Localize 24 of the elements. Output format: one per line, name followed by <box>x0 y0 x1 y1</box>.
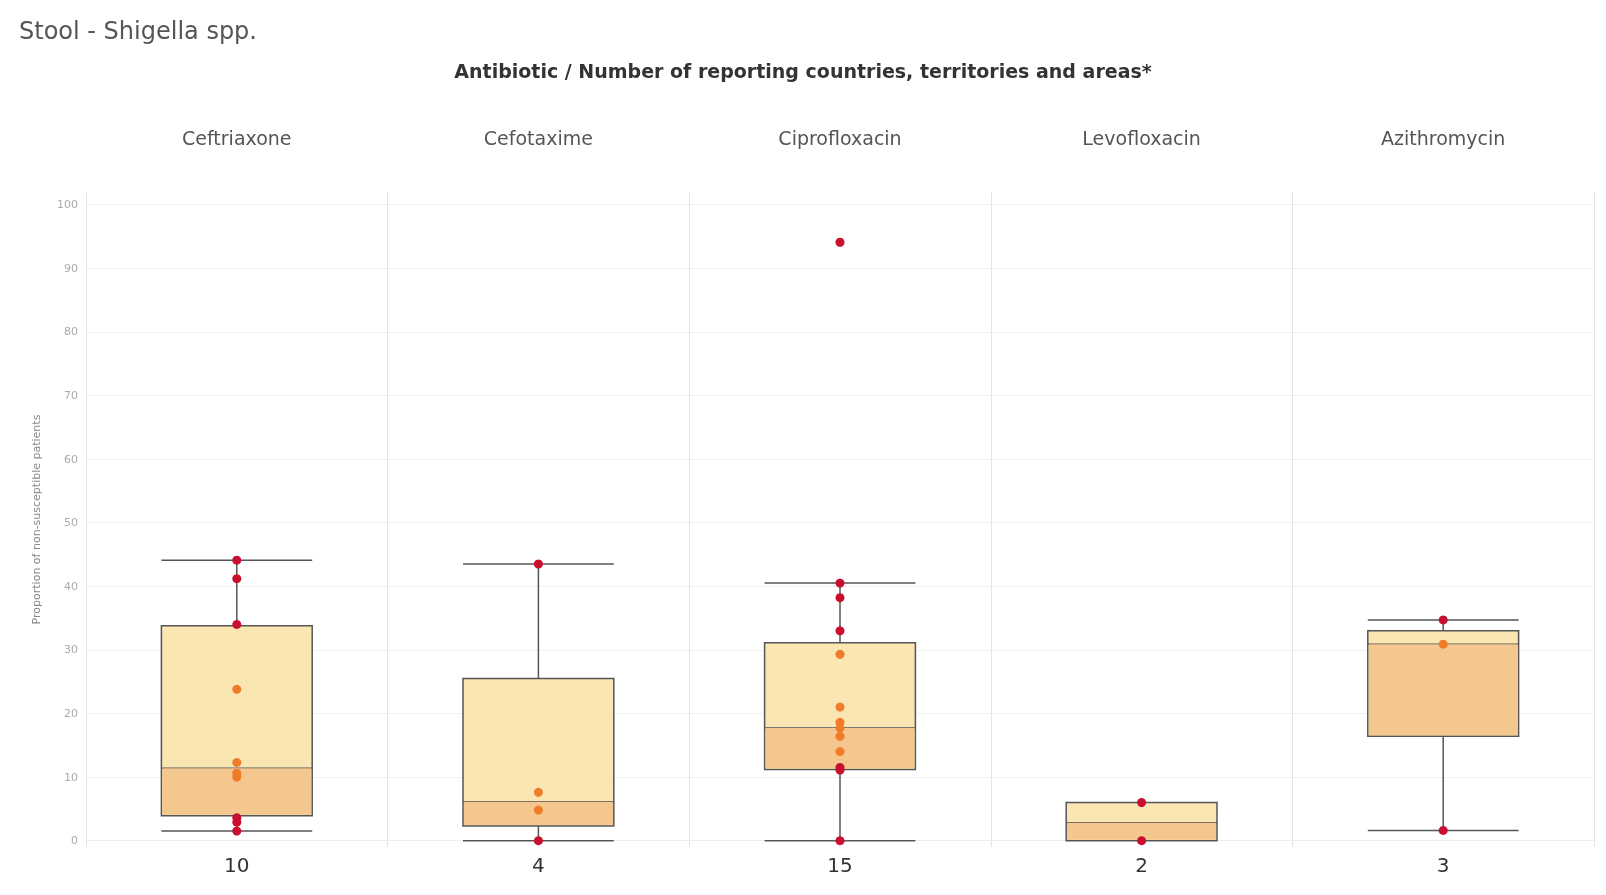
x-axis-title: Antibiotic / Number of reporting countries, territories and areas* <box>454 59 1152 82</box>
y-tick-label: 100 <box>57 198 78 212</box>
y-axis-title: Proportion of non-susceptible patients <box>30 414 43 625</box>
x-tick-label: Ciprofloxacin <box>778 126 902 149</box>
y-tick-label: 90 <box>64 261 78 275</box>
y-tick-label: 30 <box>64 643 78 657</box>
y-tick-label: 60 <box>64 452 78 466</box>
y-tick-label: 80 <box>64 325 78 339</box>
y-tick-label: 40 <box>64 579 78 593</box>
chart-title: Stool - Shigella spp. <box>19 17 257 45</box>
text: 15 <box>827 853 853 877</box>
text: 10 <box>224 853 250 877</box>
text: 2 <box>1135 853 1148 877</box>
y-tick-label: 0 <box>71 834 78 848</box>
text: 4 <box>532 853 545 877</box>
y-tick-label: 10 <box>64 770 78 784</box>
x-tick-label: Ceftriaxone <box>182 126 292 149</box>
text: 3 <box>1436 853 1450 877</box>
y-tick-label: 20 <box>64 706 78 720</box>
y-tick-label: 70 <box>64 389 78 402</box>
x-tick-label: Cefotaxime <box>483 126 593 149</box>
x-tick-label: Azithromycin <box>1381 126 1506 149</box>
y-tick-label: 50 <box>64 516 78 530</box>
x-tick-label: Levofloxacin <box>1082 126 1201 149</box>
